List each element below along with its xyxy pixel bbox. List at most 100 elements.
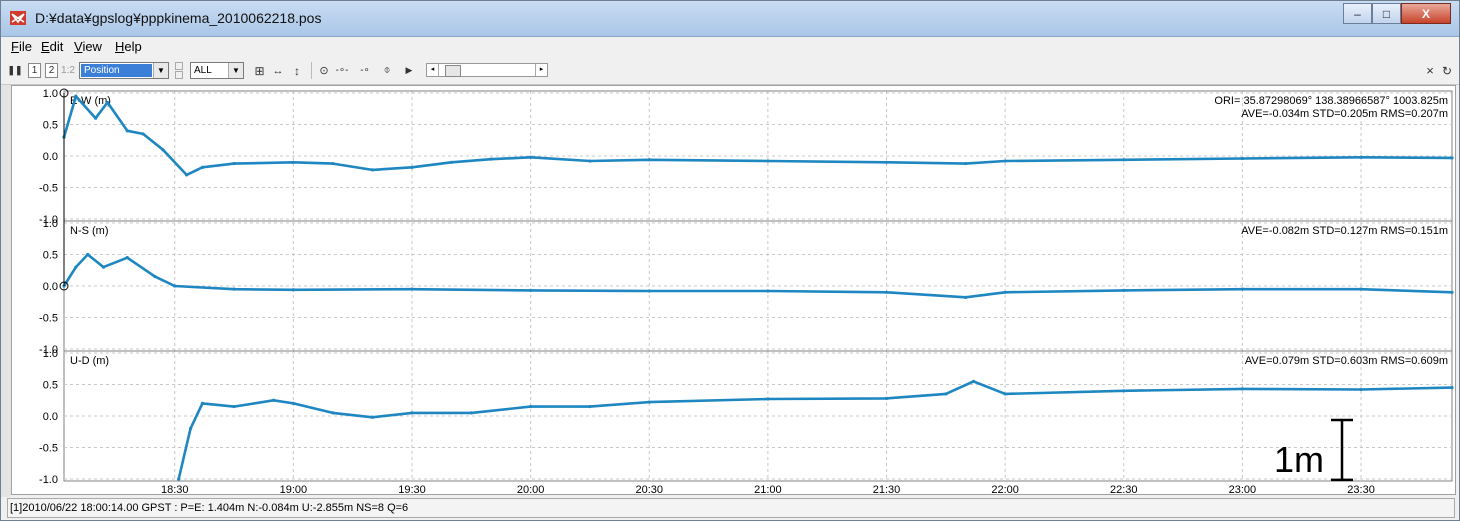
data-point <box>371 168 374 171</box>
time-slider[interactable]: ◂ ▸ <box>426 63 548 77</box>
data-point <box>185 173 188 176</box>
data-point <box>964 296 967 299</box>
data-point <box>232 405 235 408</box>
window-title: D:¥data¥gpslog¥pppkinema_2010062218.pos <box>35 10 321 26</box>
data-point <box>86 253 89 256</box>
data-point <box>331 411 334 414</box>
step-back-icon[interactable]: -∘- <box>334 63 350 78</box>
slider-right-arrow-icon[interactable]: ▸ <box>535 64 547 76</box>
data-point <box>331 162 334 165</box>
plot-frame <box>64 221 1452 351</box>
data-point <box>173 284 176 287</box>
data-point <box>766 289 769 292</box>
x-tick-label: 18:30 <box>161 484 189 494</box>
data-point <box>177 477 180 480</box>
data-point <box>1004 392 1007 395</box>
data-point <box>885 161 888 164</box>
menu-file-rest: ile <box>19 39 32 54</box>
y-tick-label: 0.0 <box>43 281 58 293</box>
data-point <box>648 401 651 404</box>
data-point <box>74 95 77 98</box>
stats-text: AVE=-0.034m STD=0.205m RMS=0.207m <box>1241 108 1448 120</box>
fit-horizontal-icon[interactable]: ↔ <box>271 63 285 78</box>
data-point <box>529 289 532 292</box>
data-point <box>529 405 532 408</box>
target-icon[interactable]: ⊙ <box>318 63 330 78</box>
y-tick-label: 0.5 <box>43 250 58 262</box>
series-line-2 <box>179 381 1452 479</box>
x-tick-label: 22:30 <box>1110 484 1138 494</box>
data-point <box>1241 288 1244 291</box>
x-tick-label: 21:00 <box>754 484 782 494</box>
menu-help-key: H <box>115 39 124 54</box>
data-point <box>102 266 105 269</box>
menu-view[interactable]: View <box>74 39 102 54</box>
data-point <box>189 427 192 430</box>
data-point <box>1450 156 1453 159</box>
data-point <box>1004 291 1007 294</box>
minimize-button[interactable]: – <box>1343 3 1372 24</box>
quality-value: ALL <box>191 65 228 76</box>
menu-file[interactable]: File <box>11 39 32 54</box>
fit-vertical-icon[interactable]: ↕ <box>291 63 303 78</box>
slider-thumb[interactable] <box>445 65 461 77</box>
data-point <box>529 156 532 159</box>
plot-1-button[interactable]: 1 <box>28 63 41 78</box>
x-tick-label: 23:00 <box>1229 484 1257 494</box>
axis-label: U-D (m) <box>70 355 109 367</box>
close-icon[interactable]: × <box>1424 63 1436 78</box>
marker-icon[interactable]: ⌽ <box>381 63 393 78</box>
y-tick-label: 0.5 <box>43 380 58 392</box>
frame-toggle-icon[interactable] <box>175 62 183 70</box>
center-icon[interactable]: ⊞ <box>253 63 266 78</box>
data-point <box>126 256 129 259</box>
left-strip <box>1 85 11 497</box>
plot-type-select[interactable]: Position ▼ <box>79 62 169 79</box>
data-point <box>1241 387 1244 390</box>
menu-edit-rest: dit <box>50 39 64 54</box>
close-button[interactable]: X <box>1401 3 1451 24</box>
data-point <box>272 399 275 402</box>
play-icon[interactable]: ▶ <box>404 63 414 78</box>
refresh-icon[interactable]: ↻ <box>1441 63 1453 78</box>
data-point <box>371 416 374 419</box>
quality-select[interactable]: ALL ▼ <box>190 62 244 79</box>
data-point <box>1359 156 1362 159</box>
data-point <box>410 411 413 414</box>
step-forward-icon[interactable]: -∘ <box>357 63 373 78</box>
position-plot[interactable]: 18:30 19:00 19:30 20:00 20:30 21:00 21:30 22:00… <box>12 86 1455 494</box>
data-point <box>161 148 164 151</box>
plot-area[interactable]: 18:30 19:00 19:30 20:00 20:30 21:00 21:30 22:00… <box>11 85 1456 495</box>
maximize-button[interactable]: □ <box>1372 3 1401 24</box>
data-point <box>972 380 975 383</box>
frame-toggle-icon-2[interactable] <box>175 71 183 79</box>
pause-icon[interactable]: ❚❚ <box>11 63 19 78</box>
x-tick-label: 20:30 <box>635 484 663 494</box>
data-point <box>766 159 769 162</box>
data-point <box>292 288 295 291</box>
data-point <box>94 117 97 120</box>
x-tick-label: 22:00 <box>991 484 1019 494</box>
data-point <box>648 289 651 292</box>
data-point <box>588 405 591 408</box>
y-tick-label: -0.5 <box>39 443 58 455</box>
origin-text: ORI= 35.87298069° 138.38966587° 1003.825… <box>1214 95 1448 107</box>
menu-help[interactable]: Help <box>115 39 142 54</box>
data-point <box>470 411 473 414</box>
y-tick-label: 0.5 <box>43 120 58 132</box>
data-point <box>126 129 129 132</box>
x-tick-label: 19:30 <box>398 484 426 494</box>
title-bar[interactable]: D:¥data¥gpslog¥pppkinema_2010062218.pos … <box>1 1 1459 37</box>
data-point <box>1122 389 1125 392</box>
scale-annotation: 1m <box>1274 439 1324 480</box>
axis-label: N-S (m) <box>70 225 109 237</box>
y-tick-label: 1.0 <box>43 88 58 100</box>
plot-2-button[interactable]: 2 <box>45 63 58 78</box>
data-point <box>141 132 144 135</box>
data-point <box>1122 158 1125 161</box>
slider-left-arrow-icon[interactable]: ◂ <box>427 64 439 76</box>
plot-frame <box>64 351 1452 481</box>
y-tick-label: 1.0 <box>43 348 58 360</box>
menu-edit[interactable]: Edit <box>41 39 63 54</box>
plot-1-2-button[interactable]: 1:2 <box>61 63 75 78</box>
